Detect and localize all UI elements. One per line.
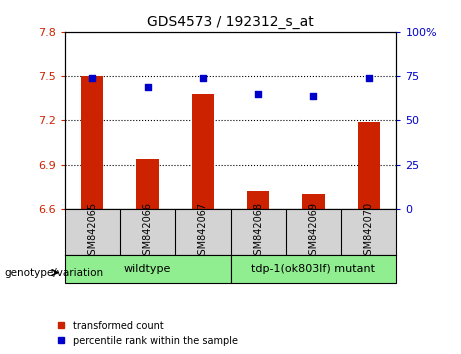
Bar (302, 194, 325, 209)
Text: GSM842069: GSM842069 (308, 202, 319, 261)
Point (89, 75, 96, 81)
Text: GSM842065: GSM842065 (87, 202, 97, 262)
Point (199, 75, 207, 81)
Bar (136, 159, 159, 209)
Text: genotype/variation: genotype/variation (5, 268, 104, 278)
Text: GSM842068: GSM842068 (253, 202, 263, 261)
Text: GSM842066: GSM842066 (142, 202, 153, 261)
Legend: transformed count, percentile rank within the sample: transformed count, percentile rank withi… (51, 321, 238, 346)
Bar (247, 191, 269, 209)
Text: GSM842067: GSM842067 (198, 202, 208, 262)
Text: GSM842070: GSM842070 (364, 202, 374, 262)
Bar (230, 255, 396, 283)
Point (254, 91, 262, 97)
Title: GDS4573 / 192312_s_at: GDS4573 / 192312_s_at (147, 16, 314, 29)
Point (365, 75, 372, 81)
Text: wildtype: wildtype (124, 264, 171, 274)
Bar (65, 255, 230, 283)
Point (144, 84, 151, 90)
Bar (358, 122, 380, 209)
Bar (192, 94, 214, 209)
Point (310, 93, 317, 98)
Text: tdp-1(ok803lf) mutant: tdp-1(ok803lf) mutant (252, 264, 375, 274)
Bar (81, 76, 103, 209)
